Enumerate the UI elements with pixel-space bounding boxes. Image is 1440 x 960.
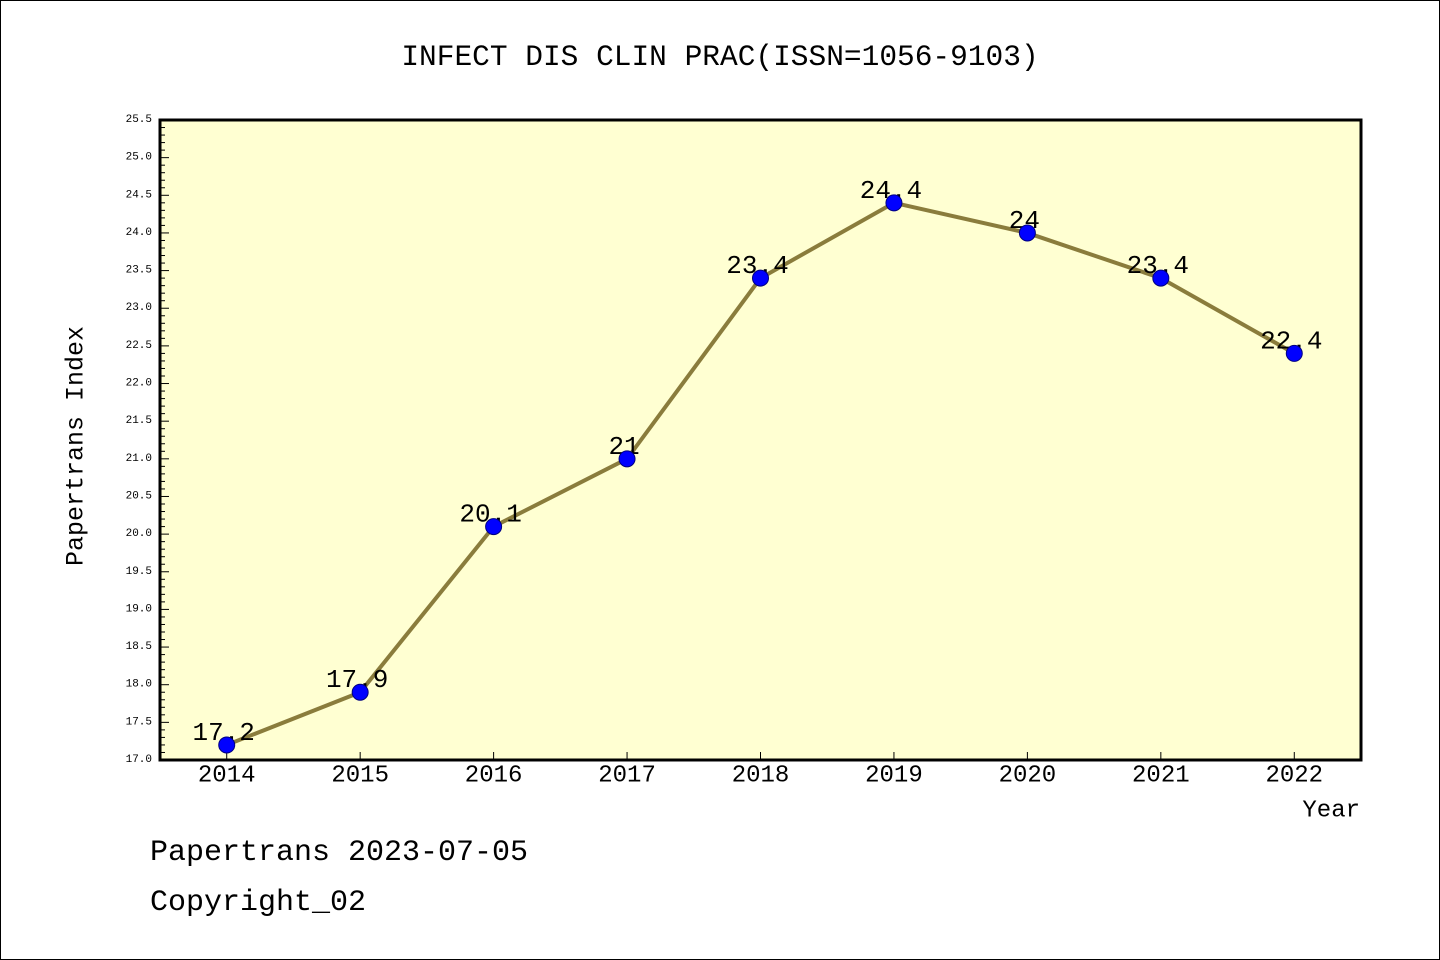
y-tick-label: 24.0 [126,227,152,239]
y-tick-label: 20.5 [126,490,152,502]
x-tick-label: 2016 [465,763,523,790]
y-tick-label: 17.0 [126,754,152,766]
y-tick-label: 22.5 [126,340,152,352]
x-tick-label: 2019 [865,763,923,790]
x-tick-label: 2014 [198,763,256,790]
y-tick-label: 19.5 [126,566,152,578]
y-axis-label: Papertrans Index [62,326,91,566]
footer-date: Papertrans 2023-07-05 [150,836,528,870]
data-point [885,194,903,212]
y-axis: 17.0 17.5 18.0 18.5 19.0 19.5 20.0 20.5 21.0 21.5… [126,114,169,766]
x-tick-label: 2015 [331,763,389,790]
x-tick-label: 2017 [598,763,656,790]
data-point [1018,224,1036,242]
footer-copyright: Copyright_02 [150,886,366,920]
data-point [485,518,503,536]
y-tick-label: 20.0 [126,528,152,540]
x-tick-label: 2020 [999,763,1057,790]
x-tick-label: 2022 [1265,763,1323,790]
data-point [752,269,769,287]
y-tick-label: 25.0 [126,152,152,164]
y-tick-label: 25.5 [126,114,152,126]
plot-area [160,120,1361,760]
y-tick-label: 17.5 [126,716,152,728]
y-tick-label: 24.5 [126,189,152,201]
y-tick-label: 19.0 [126,603,152,615]
y-tick-label: 22.0 [126,378,152,390]
x-tick-label: 2021 [1132,763,1190,790]
data-point [1285,344,1303,362]
y-tick-label: 23.5 [126,265,152,277]
x-tick-label: 2018 [732,763,790,790]
data-point [218,736,236,754]
y-tick-label: 18.5 [126,641,152,653]
data-point [618,450,636,468]
y-tick-label: 21.0 [126,453,152,465]
y-tick-label: 21.5 [126,415,152,427]
data-point [351,683,369,701]
y-tick-label: 23.0 [126,302,152,314]
data-point [1152,269,1170,287]
y-tick-label: 18.0 [126,679,152,691]
x-axis-label: Year [1302,798,1360,825]
chart-title: INFECT DIS CLIN PRAC(ISSN=1056-9103) [401,40,1038,74]
plot-border [158,118,1363,762]
x-axis: 2014 2015 2016 2017 2018 2019 2020 2021 2022 [198,752,1323,790]
